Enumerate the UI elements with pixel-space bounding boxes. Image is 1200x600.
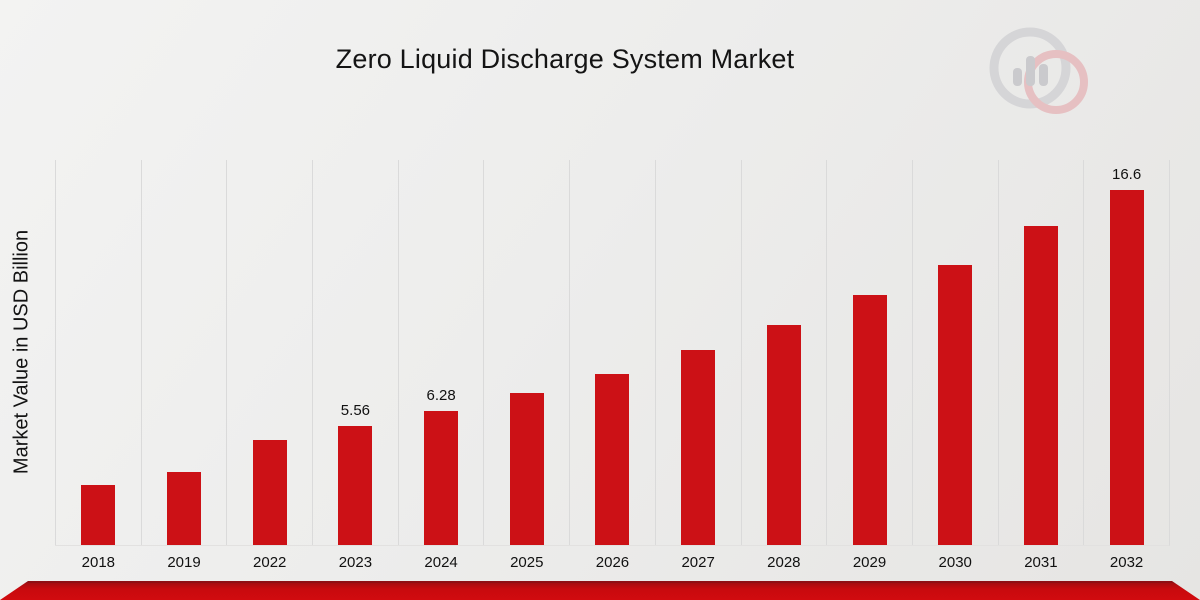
bottom-accent-band	[0, 581, 1200, 600]
chart-column-2022: 2022	[226, 160, 312, 571]
chart-column-2031: 2031	[997, 160, 1084, 571]
x-tick-label-2031: 2031	[1024, 554, 1058, 571]
x-tick-label-2028: 2028	[767, 554, 801, 571]
bar-chart-plot-area: 2018 2019 2022 5.56 2023 6.28 2024 2025 2026 2027…	[55, 160, 1170, 571]
x-tick-label-2026: 2026	[595, 554, 630, 571]
bar-2028	[766, 325, 801, 545]
chart-column-2028: 2028	[740, 160, 827, 571]
bar-2024	[424, 411, 459, 545]
bar-value-label-2032: 16.6	[1111, 166, 1142, 183]
bar-2031	[1023, 226, 1058, 545]
chart-column-2019: 2019	[140, 160, 227, 571]
bar-2030	[938, 265, 973, 545]
x-tick-label-2023: 2023	[338, 554, 373, 571]
chart-column-2018: 2018	[55, 160, 141, 571]
chart-column-2024: 6.28 2024	[397, 160, 484, 571]
bar-2019	[167, 472, 202, 545]
chart-column-2023: 5.56 2023	[312, 160, 398, 571]
bar-2029	[852, 295, 887, 545]
bar-2032	[1109, 190, 1144, 545]
chart-column-2032: 16.6 2032	[1083, 160, 1169, 571]
chart-column-2030: 2030	[911, 160, 998, 571]
x-tick-label-2018: 2018	[81, 554, 116, 571]
bar-value-label-2023: 5.56	[340, 402, 371, 419]
x-tick-label-2027: 2027	[681, 554, 715, 571]
x-tick-label-2019: 2019	[167, 554, 201, 571]
bar-value-label-2024: 6.28	[426, 387, 456, 404]
chart-title: Zero Liquid Discharge System Market	[335, 44, 795, 74]
x-tick-label-2025: 2025	[510, 554, 544, 571]
bar-2023	[338, 426, 373, 545]
bar-2025	[509, 393, 544, 545]
x-tick-label-2024: 2024	[424, 554, 458, 571]
y-axis-label: Market Value in USD Billion	[10, 229, 33, 475]
x-tick-label-2029: 2029	[852, 554, 887, 571]
x-tick-label-2022: 2022	[253, 554, 287, 571]
x-tick-label-2030: 2030	[938, 554, 972, 571]
chart-column-2029: 2029	[826, 160, 912, 571]
chart-column-2025: 2025	[483, 160, 569, 571]
bar-2026	[595, 374, 630, 545]
bar-2027	[681, 350, 716, 545]
chart-column-2027: 2027	[654, 160, 741, 571]
chart-column-2026: 2026	[569, 160, 655, 571]
brand-logo-icon	[989, 27, 1088, 114]
x-tick-label-2032: 2032	[1109, 554, 1144, 571]
bar-2018	[81, 485, 116, 545]
bar-2022	[252, 440, 287, 545]
